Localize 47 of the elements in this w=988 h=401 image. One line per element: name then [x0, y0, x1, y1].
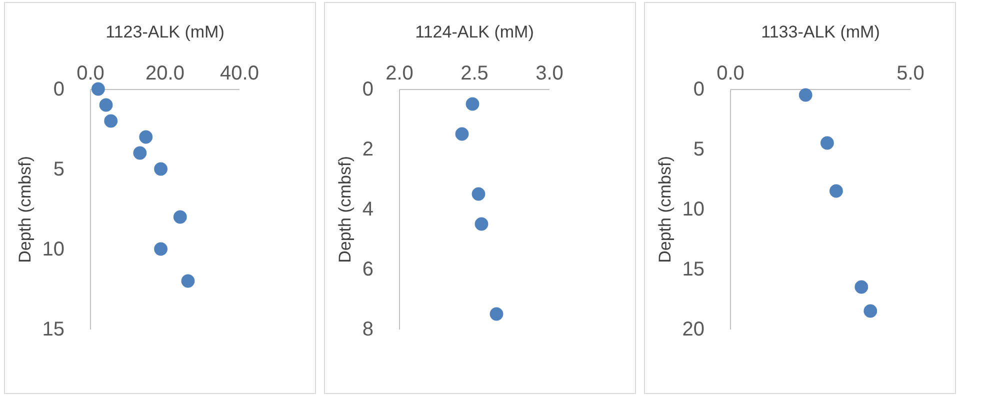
- x-tick-label: 2.0: [386, 62, 414, 84]
- point: [154, 242, 168, 256]
- y-tick-label: 5: [53, 158, 64, 180]
- point: [466, 97, 480, 111]
- point: [455, 127, 469, 141]
- point: [820, 136, 834, 150]
- x-axis-title: 1123-ALK (mM): [106, 22, 224, 42]
- y-tick-label: 0: [362, 78, 374, 100]
- y-tick-label: 4: [362, 198, 374, 220]
- x-tick-label: 40.0: [220, 62, 259, 84]
- x-tick-label: 2.5: [460, 62, 488, 84]
- y-tick-label: 6: [362, 258, 374, 280]
- point: [104, 114, 118, 128]
- y-tick-label: 15: [682, 258, 704, 280]
- y-tick-label: 10: [682, 198, 704, 220]
- y-axis-title: Depth (cmbsf): [655, 156, 674, 263]
- point: [854, 280, 868, 294]
- y-tick-label: 20: [682, 318, 704, 340]
- y-tick-label: 2: [362, 138, 374, 160]
- y-tick-label: 8: [362, 318, 374, 340]
- point: [173, 210, 187, 224]
- point: [133, 146, 147, 160]
- x-axis-title: 1124-ALK (mM): [415, 22, 534, 42]
- y-tick-label: 5: [693, 138, 704, 160]
- x-tick-label: 0.0: [76, 62, 104, 84]
- y-axis-title: Depth (cmbsf): [15, 156, 34, 263]
- x-tick-label: 20.0: [146, 62, 184, 84]
- point: [490, 307, 504, 321]
- x-tick-label: 5.0: [896, 62, 924, 84]
- y-tick-label: 15: [42, 318, 64, 340]
- point: [798, 88, 812, 102]
- point: [154, 162, 168, 176]
- point: [181, 274, 195, 288]
- point: [864, 304, 878, 318]
- point: [829, 184, 843, 198]
- y-axis-title: Depth (cmbsf): [335, 156, 354, 263]
- y-tick-label: 10: [42, 238, 64, 260]
- point: [91, 82, 105, 96]
- y-tick-label: 0: [53, 78, 64, 100]
- y-tick-label: 0: [693, 78, 704, 100]
- point: [472, 187, 486, 201]
- x-tick-label: 3.0: [536, 62, 564, 84]
- point: [139, 130, 153, 144]
- point: [474, 217, 488, 231]
- x-tick-label: 0.0: [716, 62, 744, 84]
- point: [99, 98, 113, 112]
- x-axis-title: 1133-ALK (mM): [761, 22, 880, 42]
